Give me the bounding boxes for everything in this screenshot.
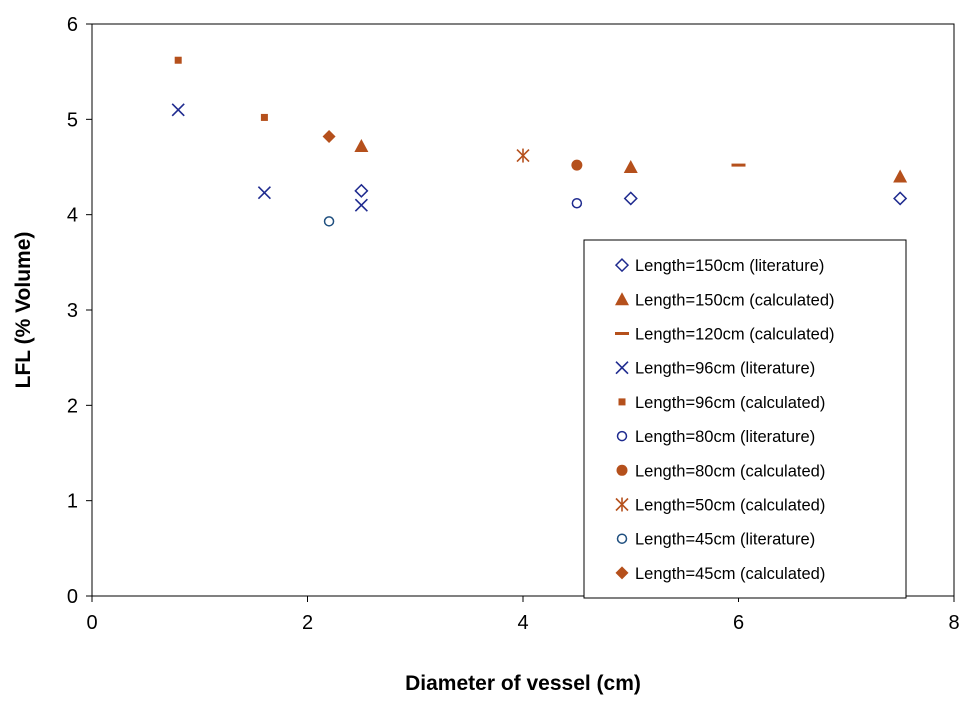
legend-label: Length=45cm (calculated): [635, 565, 825, 583]
x-axis-title: Diameter of vessel (cm): [405, 672, 641, 695]
legend-label: Length=96cm (calculated): [635, 394, 825, 412]
y-tick-label: 2: [67, 395, 78, 417]
y-tick-label: 3: [67, 300, 78, 322]
data-point-s9-p0: [322, 129, 336, 143]
x-tick-label: 4: [517, 612, 528, 634]
y-tick-label: 1: [67, 491, 78, 513]
legend-marker-9: [615, 566, 629, 580]
x-tick-label: 6: [733, 612, 744, 634]
legend-marker-7: [615, 497, 629, 512]
legend-label: Length=150cm (literature): [635, 257, 824, 275]
legend-label: Length=80cm (literature): [635, 428, 815, 446]
y-tick-label: 6: [67, 14, 78, 36]
legend-label: Length=45cm (literature): [635, 531, 815, 549]
data-point-s1-p0: [354, 139, 369, 153]
legend-box: [583, 239, 907, 599]
legend-marker-1: [615, 292, 629, 306]
data-point-s0-p2: [893, 191, 908, 206]
legend: Length=150cm (literature) Length=150cm (c…: [583, 239, 907, 599]
data-point-s5-p0: [571, 197, 583, 209]
data-point-s1-p2: [893, 169, 908, 183]
legend-marker-5: [616, 430, 628, 442]
legend-marker-4: [618, 398, 626, 406]
x-tick-label: 2: [302, 612, 313, 634]
legend-label: Length=50cm (calculated): [635, 497, 825, 515]
y-tick-label: 5: [67, 109, 78, 131]
data-point-s2-p0: [731, 163, 746, 167]
y-axis-title: LFL (% Volume): [12, 232, 35, 389]
data-point-s3-p1: [257, 186, 271, 200]
legend-marker-2: [615, 332, 629, 335]
data-point-s3-p0: [171, 103, 185, 117]
data-point-s3-p2: [354, 198, 368, 212]
data-point-s8-p0: [323, 216, 335, 227]
legend-marker-8: [616, 533, 628, 544]
data-point-s4-p0: [174, 56, 182, 64]
data-point-s4-p1: [260, 113, 268, 121]
legend-marker-0: [614, 258, 630, 273]
axes-layer: 0 2 4 6 8 0 1 2 3 4 5 6: [67, 14, 960, 634]
x-tick-label: 0: [86, 612, 97, 634]
legend-marker-3: [615, 361, 629, 375]
legend-label: Length=80cm (calculated): [635, 462, 825, 480]
legend-label: Length=96cm (literature): [635, 360, 815, 378]
y-tick-label: 4: [67, 205, 78, 227]
data-point-s0-p1: [623, 191, 638, 206]
data-point-s1-p1: [623, 160, 638, 173]
marks-layer: [171, 56, 908, 227]
x-tick-label: 8: [948, 612, 959, 634]
data-point-s6-p0: [571, 159, 583, 171]
data-point-s0-p0: [354, 183, 369, 198]
legend-marker-6: [616, 464, 628, 476]
legend-label: Length=120cm (calculated): [635, 326, 835, 344]
data-point-s7-p0: [516, 148, 530, 163]
legend-label: Length=150cm (calculated): [635, 291, 835, 309]
y-tick-label: 0: [67, 586, 78, 608]
